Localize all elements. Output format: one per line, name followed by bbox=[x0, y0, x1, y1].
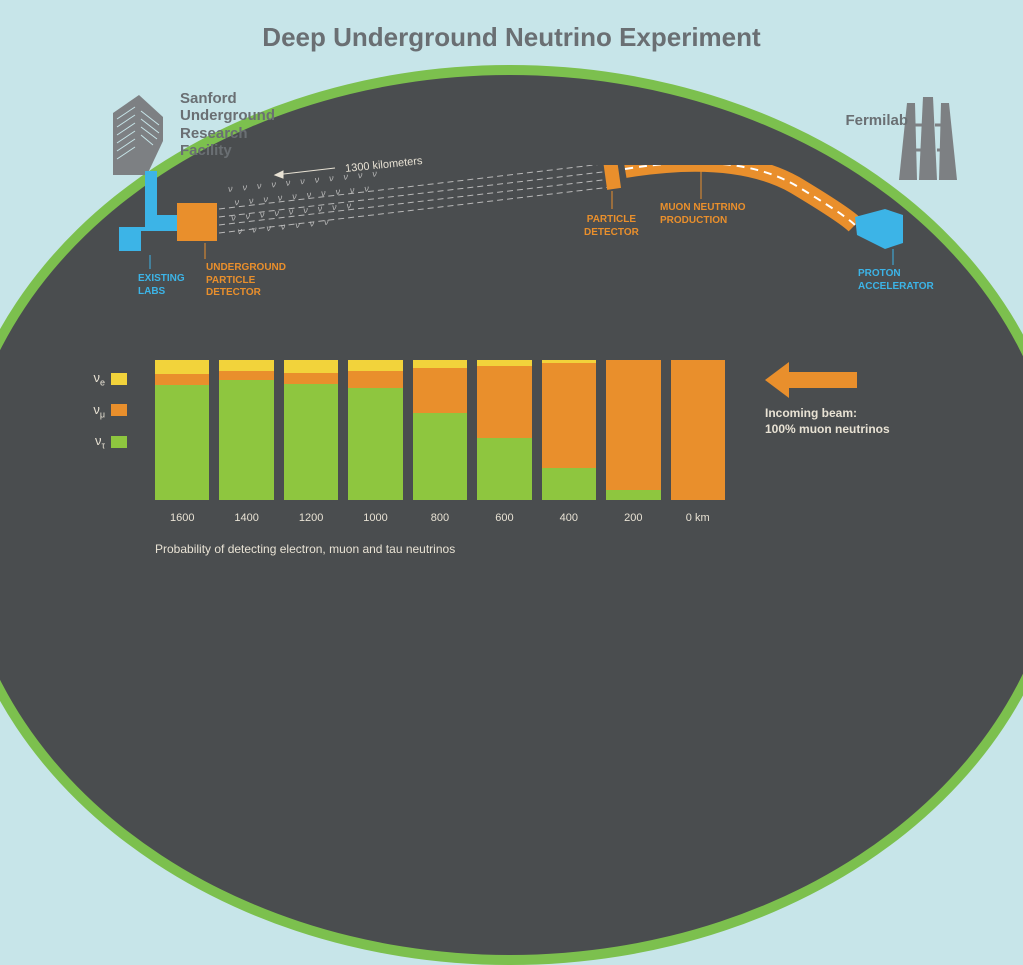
bar-seg-tau bbox=[219, 380, 273, 500]
bar-seg-mu bbox=[671, 360, 725, 500]
bar-seg-e bbox=[284, 360, 338, 373]
particle-detector-label: PARTICLE DETECTOR bbox=[584, 214, 639, 239]
bar-label: 800 bbox=[413, 512, 467, 524]
bar-seg-mu bbox=[413, 368, 467, 413]
bar-label: 600 bbox=[477, 512, 531, 524]
bar: 1200 bbox=[284, 360, 338, 500]
underground-detector-label: UNDERGROUND PARTICLE DETECTOR bbox=[206, 262, 286, 300]
bar-seg-tau bbox=[348, 388, 402, 500]
bar-seg-mu bbox=[284, 373, 338, 384]
bar-seg-tau bbox=[413, 413, 467, 500]
bar-label: 200 bbox=[606, 512, 660, 524]
bar: 1400 bbox=[219, 360, 273, 500]
bar-seg-mu bbox=[542, 363, 596, 468]
bar-seg-mu bbox=[606, 360, 660, 490]
bar-seg-e bbox=[413, 360, 467, 368]
legend-row: νe bbox=[85, 370, 127, 388]
sanford-building-icon bbox=[105, 95, 175, 175]
bar-seg-tau bbox=[155, 385, 209, 500]
bar-seg-tau bbox=[477, 438, 531, 500]
arrow-left-icon bbox=[765, 368, 855, 392]
bar: 600 bbox=[477, 360, 531, 500]
bar-label: 1600 bbox=[155, 512, 209, 524]
bar-label: 1000 bbox=[348, 512, 402, 524]
page-title: Deep Underground Neutrino Experiment bbox=[0, 22, 1023, 53]
arrow-line1: Incoming beam: bbox=[765, 406, 857, 420]
proton-accelerator-label: PROTON ACCELERATOR bbox=[858, 268, 934, 293]
legend-swatch bbox=[111, 404, 127, 416]
chart-bars: 16001400120010008006004002000 km bbox=[155, 360, 725, 500]
oscillation-chart: νeνμντ 16001400120010008006004002000 km … bbox=[85, 360, 945, 570]
bar-seg-e bbox=[348, 360, 402, 371]
legend-symbol: νμ bbox=[85, 402, 105, 420]
chart-caption: Probability of detecting electron, muon … bbox=[155, 542, 455, 556]
incoming-beam-arrow: Incoming beam: 100% muon neutrinos bbox=[765, 368, 935, 437]
bar-seg-mu bbox=[477, 366, 531, 439]
bar: 1600 bbox=[155, 360, 209, 500]
bar: 400 bbox=[542, 360, 596, 500]
legend-swatch bbox=[111, 373, 127, 385]
bar: 800 bbox=[413, 360, 467, 500]
bar: 0 km bbox=[671, 360, 725, 500]
bar-seg-tau bbox=[284, 384, 338, 500]
sanford-label: Sanford Underground Research Facility bbox=[180, 90, 275, 159]
bar: 200 bbox=[606, 360, 660, 500]
chart-legend: νe νμ ντ bbox=[85, 370, 127, 465]
bar-seg-e bbox=[155, 360, 209, 374]
legend-symbol: ντ bbox=[85, 433, 105, 451]
legend-swatch bbox=[111, 436, 127, 448]
bar-seg-mu bbox=[155, 374, 209, 385]
bar-seg-mu bbox=[219, 371, 273, 379]
existing-labs-label: EXISTING LABS bbox=[138, 273, 185, 298]
bar-seg-mu bbox=[348, 371, 402, 388]
muon-production-label: MUON NEUTRINO PRODUCTION bbox=[660, 202, 746, 227]
bar-label: 1200 bbox=[284, 512, 338, 524]
bar-seg-tau bbox=[606, 490, 660, 500]
fermilab-label: Fermilab bbox=[845, 112, 908, 129]
bar: 1000 bbox=[348, 360, 402, 500]
bar-label: 0 km bbox=[671, 512, 725, 524]
bar-label: 400 bbox=[542, 512, 596, 524]
legend-row: νμ bbox=[85, 402, 127, 420]
arrow-line2: 100% muon neutrinos bbox=[765, 422, 890, 436]
legend-row: ντ bbox=[85, 433, 127, 451]
legend-symbol: νe bbox=[85, 370, 105, 388]
bar-label: 1400 bbox=[219, 512, 273, 524]
bar-seg-tau bbox=[542, 468, 596, 500]
bar-seg-e bbox=[219, 360, 273, 371]
